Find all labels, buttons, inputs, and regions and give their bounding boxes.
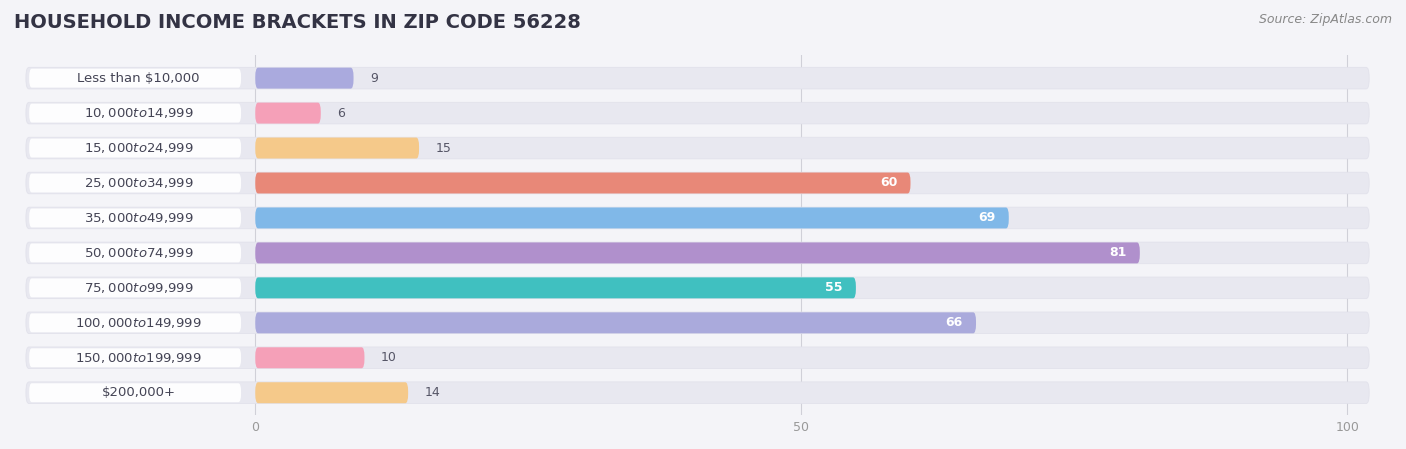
Text: 55: 55 (825, 282, 842, 295)
FancyBboxPatch shape (30, 69, 240, 88)
FancyBboxPatch shape (256, 172, 911, 194)
FancyBboxPatch shape (30, 243, 240, 262)
Text: Less than $10,000: Less than $10,000 (77, 72, 200, 84)
FancyBboxPatch shape (25, 207, 1369, 229)
FancyBboxPatch shape (256, 277, 856, 298)
FancyBboxPatch shape (25, 67, 1369, 89)
FancyBboxPatch shape (25, 347, 1369, 369)
FancyBboxPatch shape (256, 103, 321, 123)
FancyBboxPatch shape (25, 172, 1369, 194)
FancyBboxPatch shape (256, 207, 1008, 229)
FancyBboxPatch shape (30, 278, 240, 297)
FancyBboxPatch shape (25, 277, 1369, 299)
FancyBboxPatch shape (256, 242, 1140, 264)
FancyBboxPatch shape (256, 68, 353, 88)
Text: $50,000 to $74,999: $50,000 to $74,999 (83, 246, 193, 260)
FancyBboxPatch shape (256, 347, 364, 368)
FancyBboxPatch shape (30, 313, 240, 332)
Text: 15: 15 (436, 141, 451, 154)
FancyBboxPatch shape (25, 242, 1369, 264)
FancyBboxPatch shape (30, 139, 240, 158)
FancyBboxPatch shape (25, 312, 1369, 334)
Text: 69: 69 (979, 211, 995, 224)
Text: 9: 9 (370, 72, 378, 84)
Text: 6: 6 (337, 106, 344, 119)
Text: 60: 60 (880, 176, 897, 189)
Text: 14: 14 (425, 386, 440, 399)
Text: $35,000 to $49,999: $35,000 to $49,999 (83, 211, 193, 225)
FancyBboxPatch shape (25, 137, 1369, 159)
FancyBboxPatch shape (30, 383, 240, 402)
Text: $25,000 to $34,999: $25,000 to $34,999 (83, 176, 193, 190)
FancyBboxPatch shape (30, 208, 240, 227)
FancyBboxPatch shape (256, 382, 408, 403)
FancyBboxPatch shape (256, 313, 976, 333)
FancyBboxPatch shape (25, 382, 1369, 404)
FancyBboxPatch shape (25, 102, 1369, 124)
Text: $15,000 to $24,999: $15,000 to $24,999 (83, 141, 193, 155)
Text: 81: 81 (1109, 247, 1126, 260)
Text: HOUSEHOLD INCOME BRACKETS IN ZIP CODE 56228: HOUSEHOLD INCOME BRACKETS IN ZIP CODE 56… (14, 13, 581, 32)
Text: $75,000 to $99,999: $75,000 to $99,999 (83, 281, 193, 295)
FancyBboxPatch shape (30, 104, 240, 123)
FancyBboxPatch shape (256, 137, 419, 158)
Text: 66: 66 (946, 316, 963, 329)
Text: Source: ZipAtlas.com: Source: ZipAtlas.com (1258, 13, 1392, 26)
Text: 10: 10 (381, 351, 396, 364)
Text: $10,000 to $14,999: $10,000 to $14,999 (83, 106, 193, 120)
Text: $200,000+: $200,000+ (101, 386, 176, 399)
FancyBboxPatch shape (30, 348, 240, 367)
Text: $100,000 to $149,999: $100,000 to $149,999 (75, 316, 201, 330)
FancyBboxPatch shape (30, 174, 240, 193)
Text: $150,000 to $199,999: $150,000 to $199,999 (75, 351, 201, 365)
